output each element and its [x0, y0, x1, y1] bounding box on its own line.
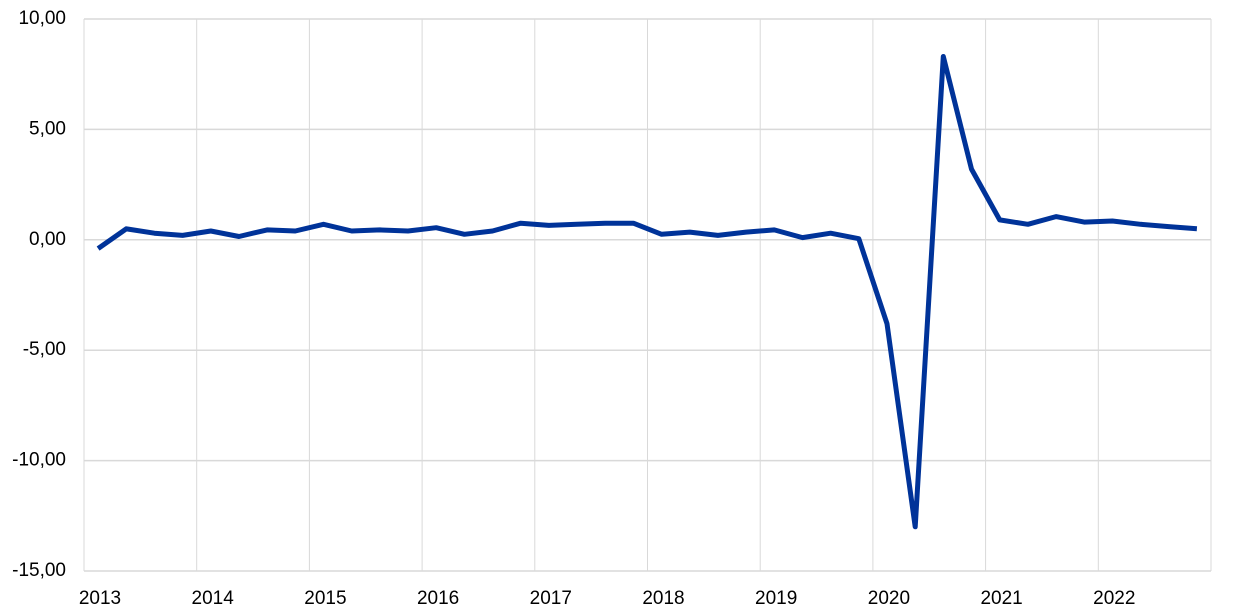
y-tick-label: -15,00: [12, 560, 66, 581]
x-tick-label: 2020: [868, 588, 910, 609]
x-tick-label: 2018: [642, 588, 684, 609]
x-tick-label: 2021: [980, 588, 1022, 609]
x-tick-label: 2016: [417, 588, 459, 609]
x-tick-label: 2017: [530, 588, 572, 609]
y-tick-label: 0,00: [29, 229, 66, 250]
x-tick-label: 2013: [79, 588, 121, 609]
y-tick-label: -10,00: [12, 450, 66, 471]
y-tick-label: -5,00: [23, 339, 66, 360]
x-tick-label: 2014: [192, 588, 235, 609]
y-tick-label: 5,00: [29, 118, 66, 139]
y-tick-label: 10,00: [18, 8, 66, 29]
data-line: [96, 54, 1198, 530]
x-tick-label: 2019: [755, 588, 797, 609]
x-tick-label: 2022: [1093, 588, 1135, 609]
x-tick-label: 2015: [304, 588, 346, 609]
